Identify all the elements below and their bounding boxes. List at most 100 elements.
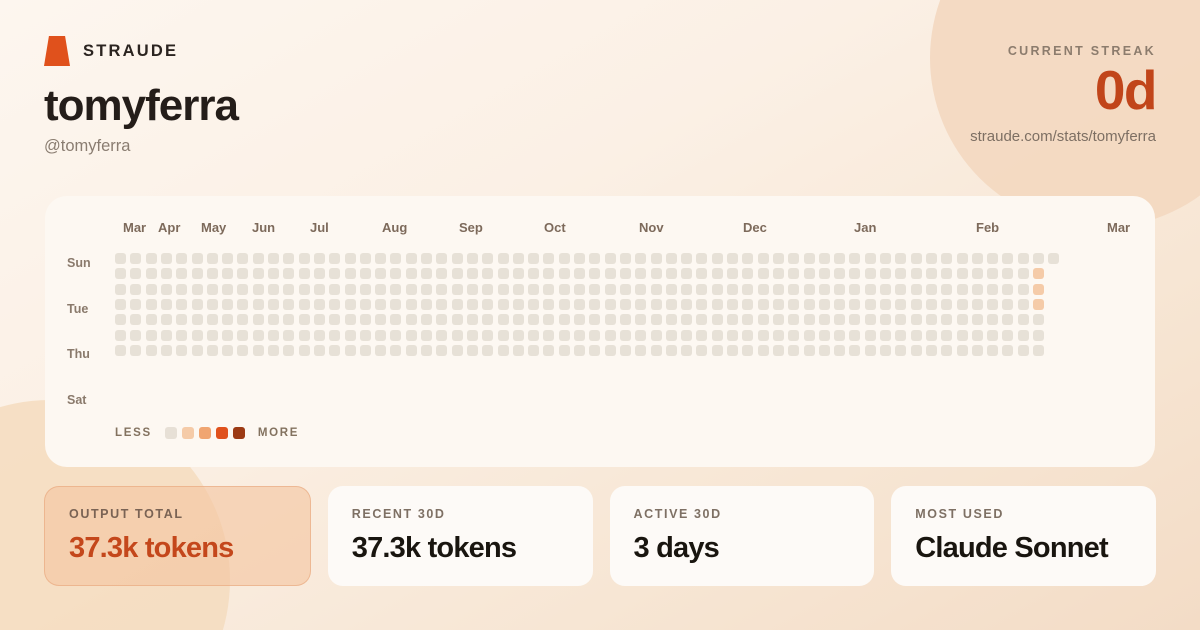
heatmap-cell[interactable] [819, 330, 830, 341]
heatmap-cell[interactable] [880, 299, 891, 310]
heatmap-cell[interactable] [130, 330, 141, 341]
heatmap-cell[interactable] [559, 345, 570, 356]
heatmap-cell[interactable] [589, 299, 600, 310]
heatmap-cell[interactable] [727, 345, 738, 356]
heatmap-cell[interactable] [421, 330, 432, 341]
heatmap-cell[interactable] [758, 314, 769, 325]
heatmap-cell[interactable] [360, 268, 371, 279]
heatmap-cell[interactable] [528, 284, 539, 295]
heatmap-cell[interactable] [176, 253, 187, 264]
heatmap-cell[interactable] [528, 268, 539, 279]
heatmap-cell[interactable] [237, 253, 248, 264]
heatmap-cell[interactable] [589, 268, 600, 279]
heatmap-cell[interactable] [115, 314, 126, 325]
heatmap-cell[interactable] [1018, 299, 1029, 310]
heatmap-cell[interactable] [498, 268, 509, 279]
heatmap-cell[interactable] [620, 253, 631, 264]
heatmap-cell[interactable] [987, 345, 998, 356]
heatmap-cell[interactable] [329, 268, 340, 279]
heatmap-cell[interactable] [834, 314, 845, 325]
heatmap-cell[interactable] [788, 299, 799, 310]
heatmap-cell[interactable] [666, 253, 677, 264]
heatmap-cell[interactable] [957, 330, 968, 341]
heatmap-cell[interactable] [712, 345, 723, 356]
heatmap-cell[interactable] [329, 345, 340, 356]
heatmap-cell[interactable] [467, 330, 478, 341]
heatmap-cell[interactable] [681, 314, 692, 325]
heatmap-cell[interactable] [834, 345, 845, 356]
heatmap-cell[interactable] [498, 330, 509, 341]
heatmap-cell[interactable] [727, 268, 738, 279]
heatmap-cell[interactable] [498, 345, 509, 356]
heatmap-cell[interactable] [283, 299, 294, 310]
heatmap-cell[interactable] [589, 314, 600, 325]
heatmap-cell[interactable] [987, 330, 998, 341]
heatmap-cell[interactable] [528, 314, 539, 325]
heatmap-cell[interactable] [390, 284, 401, 295]
heatmap-cell[interactable] [1002, 299, 1013, 310]
heatmap-cell[interactable] [482, 299, 493, 310]
heatmap-cell[interactable] [681, 345, 692, 356]
heatmap-cell[interactable] [452, 314, 463, 325]
heatmap-cell[interactable] [146, 268, 157, 279]
heatmap-cell[interactable] [957, 268, 968, 279]
heatmap-cell[interactable] [329, 314, 340, 325]
heatmap-cell[interactable] [788, 330, 799, 341]
heatmap-cell[interactable] [605, 268, 616, 279]
heatmap-cell[interactable] [406, 345, 417, 356]
heatmap-cell[interactable] [176, 314, 187, 325]
heatmap-cell[interactable] [574, 314, 585, 325]
heatmap-cell[interactable] [696, 284, 707, 295]
heatmap-cell[interactable] [161, 284, 172, 295]
heatmap-cell[interactable] [941, 314, 952, 325]
heatmap-cell[interactable] [911, 330, 922, 341]
heatmap-cell[interactable] [773, 268, 784, 279]
heatmap-cell[interactable] [972, 330, 983, 341]
heatmap-cell[interactable] [849, 268, 860, 279]
heatmap-cell[interactable] [895, 330, 906, 341]
heatmap-cell[interactable] [467, 299, 478, 310]
heatmap-cell[interactable] [666, 268, 677, 279]
heatmap-cell[interactable] [115, 284, 126, 295]
heatmap-cell[interactable] [605, 345, 616, 356]
heatmap-cell[interactable] [482, 284, 493, 295]
heatmap-cell[interactable] [161, 314, 172, 325]
heatmap-cell[interactable] [773, 345, 784, 356]
heatmap-cell[interactable] [1018, 345, 1029, 356]
heatmap-cell[interactable] [605, 314, 616, 325]
heatmap-cell[interactable] [1033, 330, 1044, 341]
heatmap-cell[interactable] [360, 330, 371, 341]
heatmap-cell[interactable] [345, 299, 356, 310]
heatmap-cell[interactable] [895, 253, 906, 264]
heatmap-cell[interactable] [436, 345, 447, 356]
heatmap-cell[interactable] [345, 314, 356, 325]
heatmap-cell[interactable] [727, 299, 738, 310]
heatmap-cell[interactable] [681, 299, 692, 310]
heatmap-cell[interactable] [635, 253, 646, 264]
heatmap-cell[interactable] [146, 345, 157, 356]
heatmap-cell[interactable] [406, 268, 417, 279]
heatmap-cell[interactable] [268, 268, 279, 279]
heatmap-cell[interactable] [161, 345, 172, 356]
heatmap-cell[interactable] [452, 284, 463, 295]
heatmap-cell[interactable] [804, 284, 815, 295]
heatmap-cell[interactable] [788, 345, 799, 356]
heatmap-cell[interactable] [712, 299, 723, 310]
heatmap-cell[interactable] [375, 314, 386, 325]
heatmap-cell[interactable] [574, 284, 585, 295]
heatmap-cell[interactable] [574, 345, 585, 356]
heatmap-cell[interactable] [681, 284, 692, 295]
heatmap-cell[interactable] [865, 268, 876, 279]
heatmap-cell[interactable] [390, 314, 401, 325]
heatmap-cell[interactable] [253, 345, 264, 356]
heatmap-cell[interactable] [543, 299, 554, 310]
heatmap-cell[interactable] [972, 268, 983, 279]
heatmap-cell[interactable] [146, 330, 157, 341]
heatmap-cell[interactable] [360, 314, 371, 325]
heatmap-cell[interactable] [436, 299, 447, 310]
heatmap-cell[interactable] [543, 268, 554, 279]
heatmap-cell[interactable] [452, 268, 463, 279]
heatmap-cell[interactable] [651, 330, 662, 341]
heatmap-cell[interactable] [666, 314, 677, 325]
heatmap-cell[interactable] [926, 299, 937, 310]
